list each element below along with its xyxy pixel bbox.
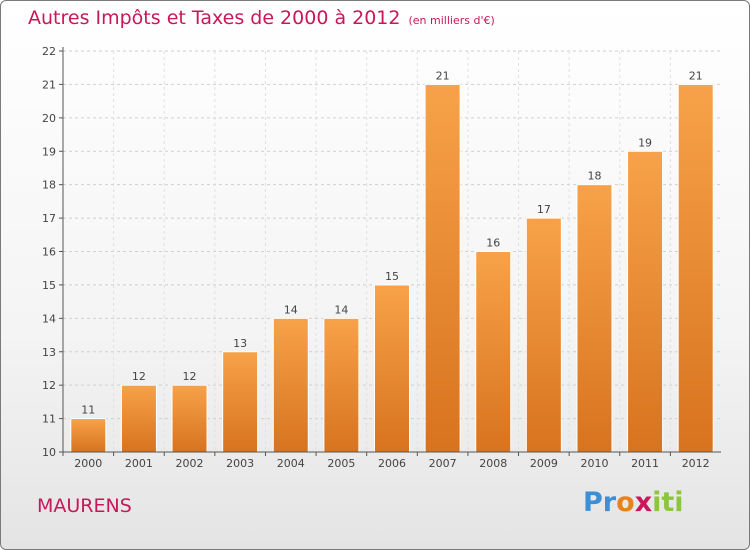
data-label: 21 [436, 69, 450, 82]
y-tick-label: 12 [42, 379, 56, 392]
x-tick-label: 2011 [631, 457, 659, 470]
bar [222, 351, 259, 453]
y-tick-label: 22 [42, 45, 56, 58]
x-tick-label: 2000 [74, 457, 102, 470]
bar [576, 184, 613, 453]
y-tick-label: 19 [42, 145, 56, 158]
x-tick-label: 2008 [479, 457, 507, 470]
x-tick-label: 2005 [327, 457, 355, 470]
axes: 10 11 12 13 14 15 16 17 18 19 20 21 22 2000 2001 2002 20… [42, 45, 721, 470]
logo-letter: P [583, 487, 603, 518]
logo-letter: t [661, 487, 675, 518]
bar [424, 83, 461, 453]
x-tick-label: 2006 [378, 457, 406, 470]
bars: 11 12 12 13 14 14 15 21 16 17 18 19 21 [70, 69, 714, 453]
logo-letter: i [674, 487, 684, 518]
data-label: 16 [486, 237, 500, 250]
x-tick-label: 2001 [125, 457, 153, 470]
y-tick-label: 18 [42, 179, 56, 192]
y-tick-label: 10 [42, 446, 56, 459]
bar [70, 418, 107, 453]
data-label: 15 [385, 270, 399, 283]
y-tick-label: 15 [42, 279, 56, 292]
x-tick-label: 2004 [277, 457, 305, 470]
x-tick-label: 2003 [226, 457, 254, 470]
y-tick-label: 13 [42, 346, 56, 359]
chart-subtitle: (en milliers d'€) [408, 14, 495, 27]
chart-title: Autres Impôts et Taxes de 2000 à 2012 (en… [28, 7, 495, 29]
logo-letter: r [602, 487, 617, 518]
logo-letter: o [616, 487, 635, 518]
bar [272, 317, 309, 453]
bar [627, 150, 664, 453]
y-tick-label: 14 [42, 312, 56, 325]
bar [475, 251, 512, 453]
y-tick-label: 20 [42, 112, 56, 125]
data-label: 11 [81, 404, 95, 417]
x-tick-label: 2007 [429, 457, 457, 470]
commune-name: MAURENS [37, 495, 132, 517]
x-tick-label: 2009 [530, 457, 558, 470]
data-label: 14 [284, 303, 298, 316]
data-label: 12 [183, 370, 197, 383]
x-tick-label: 2002 [176, 457, 204, 470]
bar [171, 384, 208, 453]
data-label: 18 [587, 170, 601, 183]
x-tick-label: 2012 [682, 457, 710, 470]
y-tick-label: 16 [42, 246, 56, 259]
y-tick-label: 17 [42, 212, 56, 225]
bar [323, 317, 360, 453]
data-label: 13 [233, 337, 247, 350]
logo-letter: i [652, 487, 662, 518]
data-label: 14 [334, 303, 348, 316]
bar [120, 384, 157, 453]
proxiti-logo: Proxiti [583, 487, 693, 523]
bar [677, 83, 714, 453]
data-label: 19 [638, 136, 652, 149]
data-label: 12 [132, 370, 146, 383]
x-tick-label: 2010 [580, 457, 608, 470]
chart-title-text: Autres Impôts et Taxes de 2000 à 2012 [28, 7, 401, 29]
y-tick-label: 11 [42, 413, 56, 426]
bar [525, 217, 562, 453]
bar [374, 284, 410, 453]
y-tick-label: 21 [42, 78, 56, 91]
data-label: 17 [537, 203, 551, 216]
data-label: 21 [689, 69, 703, 82]
logo-letter: x [634, 487, 653, 518]
